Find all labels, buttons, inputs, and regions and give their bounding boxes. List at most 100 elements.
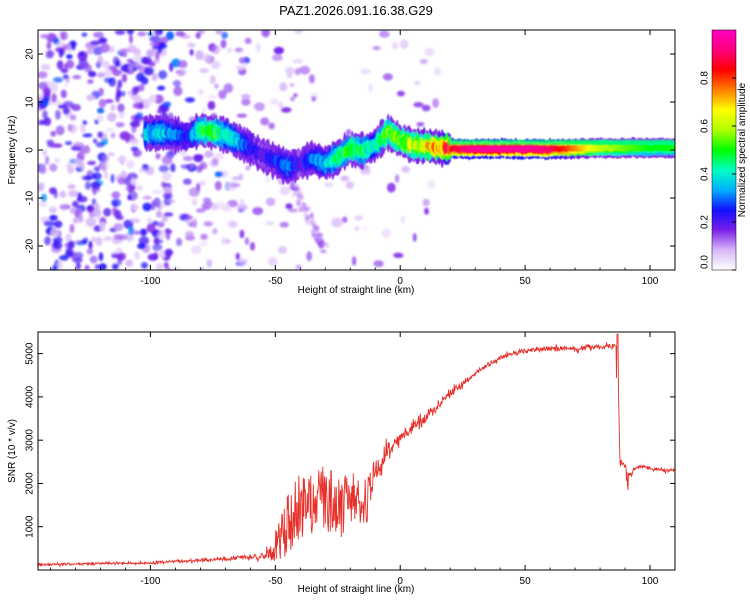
spectrogram-noise-cell — [58, 48, 64, 58]
spectrogram-noise-cell — [158, 165, 169, 173]
spectrogram-noise-cell — [214, 83, 219, 89]
spectrogram-noise-cell — [111, 253, 122, 259]
spectrogram-noise-cell — [88, 71, 97, 78]
spectrogram-noise-cell — [351, 256, 357, 266]
spectrogram-noise-cell — [62, 107, 70, 115]
spectrogram-noise-cell — [67, 184, 76, 190]
spectrogram-noise-cell — [191, 198, 198, 207]
spectrogram-noise-cell — [133, 62, 143, 67]
spectrogram-noise-cell — [133, 230, 141, 235]
spectrogram-noise-cell — [300, 208, 307, 212]
spectrogram-noise-cell — [292, 58, 304, 64]
spectrogram-noise-cell — [126, 30, 134, 35]
spectrogram-noise-cell — [50, 143, 56, 148]
spectrogram-noise-cell — [38, 120, 47, 125]
snr-ytick-label: 2000 — [25, 472, 36, 495]
spectrogram-noise-cell — [288, 208, 298, 213]
spectrogram-noise-cell — [40, 63, 51, 71]
spectrogram-noise-cell — [54, 109, 61, 120]
spectrogram-noise-cell — [63, 101, 74, 108]
spectrogram-noise-cell — [311, 96, 317, 102]
spectrogram-noise-cell — [432, 98, 439, 108]
spectrogram-noise-cell — [156, 221, 165, 228]
spectrogram-noise-cell — [111, 191, 121, 199]
spectrogram-noise-cell — [213, 152, 225, 161]
spectrogram-noise-cell — [242, 56, 250, 64]
spectrogram-noise-cell — [237, 203, 248, 212]
spectrogram-noise-cell — [279, 82, 288, 92]
spectrogram-noise-cell — [97, 131, 103, 138]
spectrogram-noise-cell — [97, 107, 105, 114]
spectrogram-noise-cell — [116, 89, 122, 98]
spectrogram-noise-cell — [75, 262, 81, 270]
spectrogram-noise-cell — [49, 214, 58, 221]
spectrogram-noise-cell — [345, 129, 352, 136]
spectrogram-noise-cell — [133, 95, 143, 104]
spectrogram-noise-cell — [76, 195, 88, 203]
spectrogram-noise-cell — [148, 61, 156, 67]
spectrogram-noise-cell — [204, 150, 214, 158]
spectrogram-noise-cell — [62, 74, 69, 80]
colorbar-axis: 0.0 0.2 0.4 0.6 0.8 — [700, 71, 736, 271]
spectrogram-noise-cell — [121, 73, 127, 83]
spectrogram-noise-cell — [126, 58, 134, 63]
spectrogram-noise-cell — [400, 215, 406, 224]
spectrogram-noise-cell — [193, 154, 204, 159]
spectrogram-noise-cell — [354, 215, 364, 221]
spectrogram-noise-cell — [151, 73, 158, 81]
spectrogram-noise-cell — [44, 236, 51, 246]
colorbar-label: Normalized spectral amplitude — [737, 82, 748, 217]
spectrogram-noise-cell — [190, 245, 202, 255]
spectrogram-noise-cell — [96, 114, 104, 122]
spectrogram-noise-cell — [125, 259, 134, 268]
spectrogram-noise-cell — [422, 198, 430, 207]
spectrogram-noise-cell — [147, 253, 159, 261]
spectrogram-noise-cell — [66, 164, 71, 169]
spectrogram-noise-cell — [59, 190, 66, 198]
spectrogram-noise-cell — [60, 31, 68, 41]
spectrogram-noise-cell — [170, 163, 176, 173]
figure-title: PAZ1.2026.091.16.38.G29 — [279, 3, 433, 18]
spectrogram-noise-cell — [172, 266, 181, 270]
snr-ytick-label: 3000 — [25, 429, 36, 452]
spectrogram-noise-cell — [142, 202, 152, 212]
spectrogram-noise-cell — [302, 202, 307, 208]
spectrogram-noise-cell — [290, 182, 294, 189]
spectrogram-noise-cell — [300, 195, 304, 201]
spectrogram-noise-cell — [116, 157, 128, 162]
spectrogram-ylabel: Frequency (Hz) — [7, 116, 18, 185]
spectrogram-noise-cell — [227, 220, 238, 229]
spectrogram-noise-cell — [132, 149, 142, 158]
spectrogram-y-axis: -20 -10 0 10 20 — [25, 48, 675, 253]
spectrogram-noise-cell — [161, 155, 173, 165]
spectrogram-noise-cell — [180, 164, 191, 170]
colorbar-tick-label: 0.2 — [700, 215, 711, 229]
spectrogram-noise-cell — [386, 182, 396, 193]
spectrogram-noise-cell — [73, 142, 84, 148]
spectrogram-noise-cell — [229, 182, 241, 188]
spectrogram-noise-cell — [198, 241, 208, 247]
spectrogram-noise-cell — [182, 178, 192, 185]
colorbar-tick-label: 0.8 — [700, 71, 711, 85]
spectrogram-noise-cell — [290, 96, 295, 102]
spectrogram-noise-cell — [43, 87, 52, 97]
spectrogram-noise-cell — [277, 101, 284, 109]
spectrogram-noise-cell — [82, 175, 93, 181]
spectrogram-noise-cell — [215, 30, 223, 35]
spectrogram-noise-cell — [218, 89, 227, 100]
spectrogram-noise-cell — [195, 50, 204, 61]
spectrogram-noise-cell — [43, 220, 55, 227]
spectrogram-noise-cell — [156, 262, 163, 270]
spectrogram-noise-cell — [49, 83, 59, 93]
spectrogram-noise-cell — [98, 98, 107, 108]
spectrogram-ytick-label: 0 — [25, 147, 36, 153]
spectrogram-noise-cell — [141, 99, 152, 107]
spectrogram-noise-cell — [393, 252, 404, 258]
spectrogram-noise-cell — [255, 43, 261, 53]
spectrogram-noise-cell — [268, 122, 275, 130]
spectrogram-noise-cell — [39, 165, 47, 175]
spectrogram-noise-cell — [77, 214, 84, 223]
spectrogram-noise-cell — [95, 236, 103, 247]
spectrogram-noise-cell — [307, 206, 312, 212]
spectrogram-noise-cell — [94, 203, 100, 212]
